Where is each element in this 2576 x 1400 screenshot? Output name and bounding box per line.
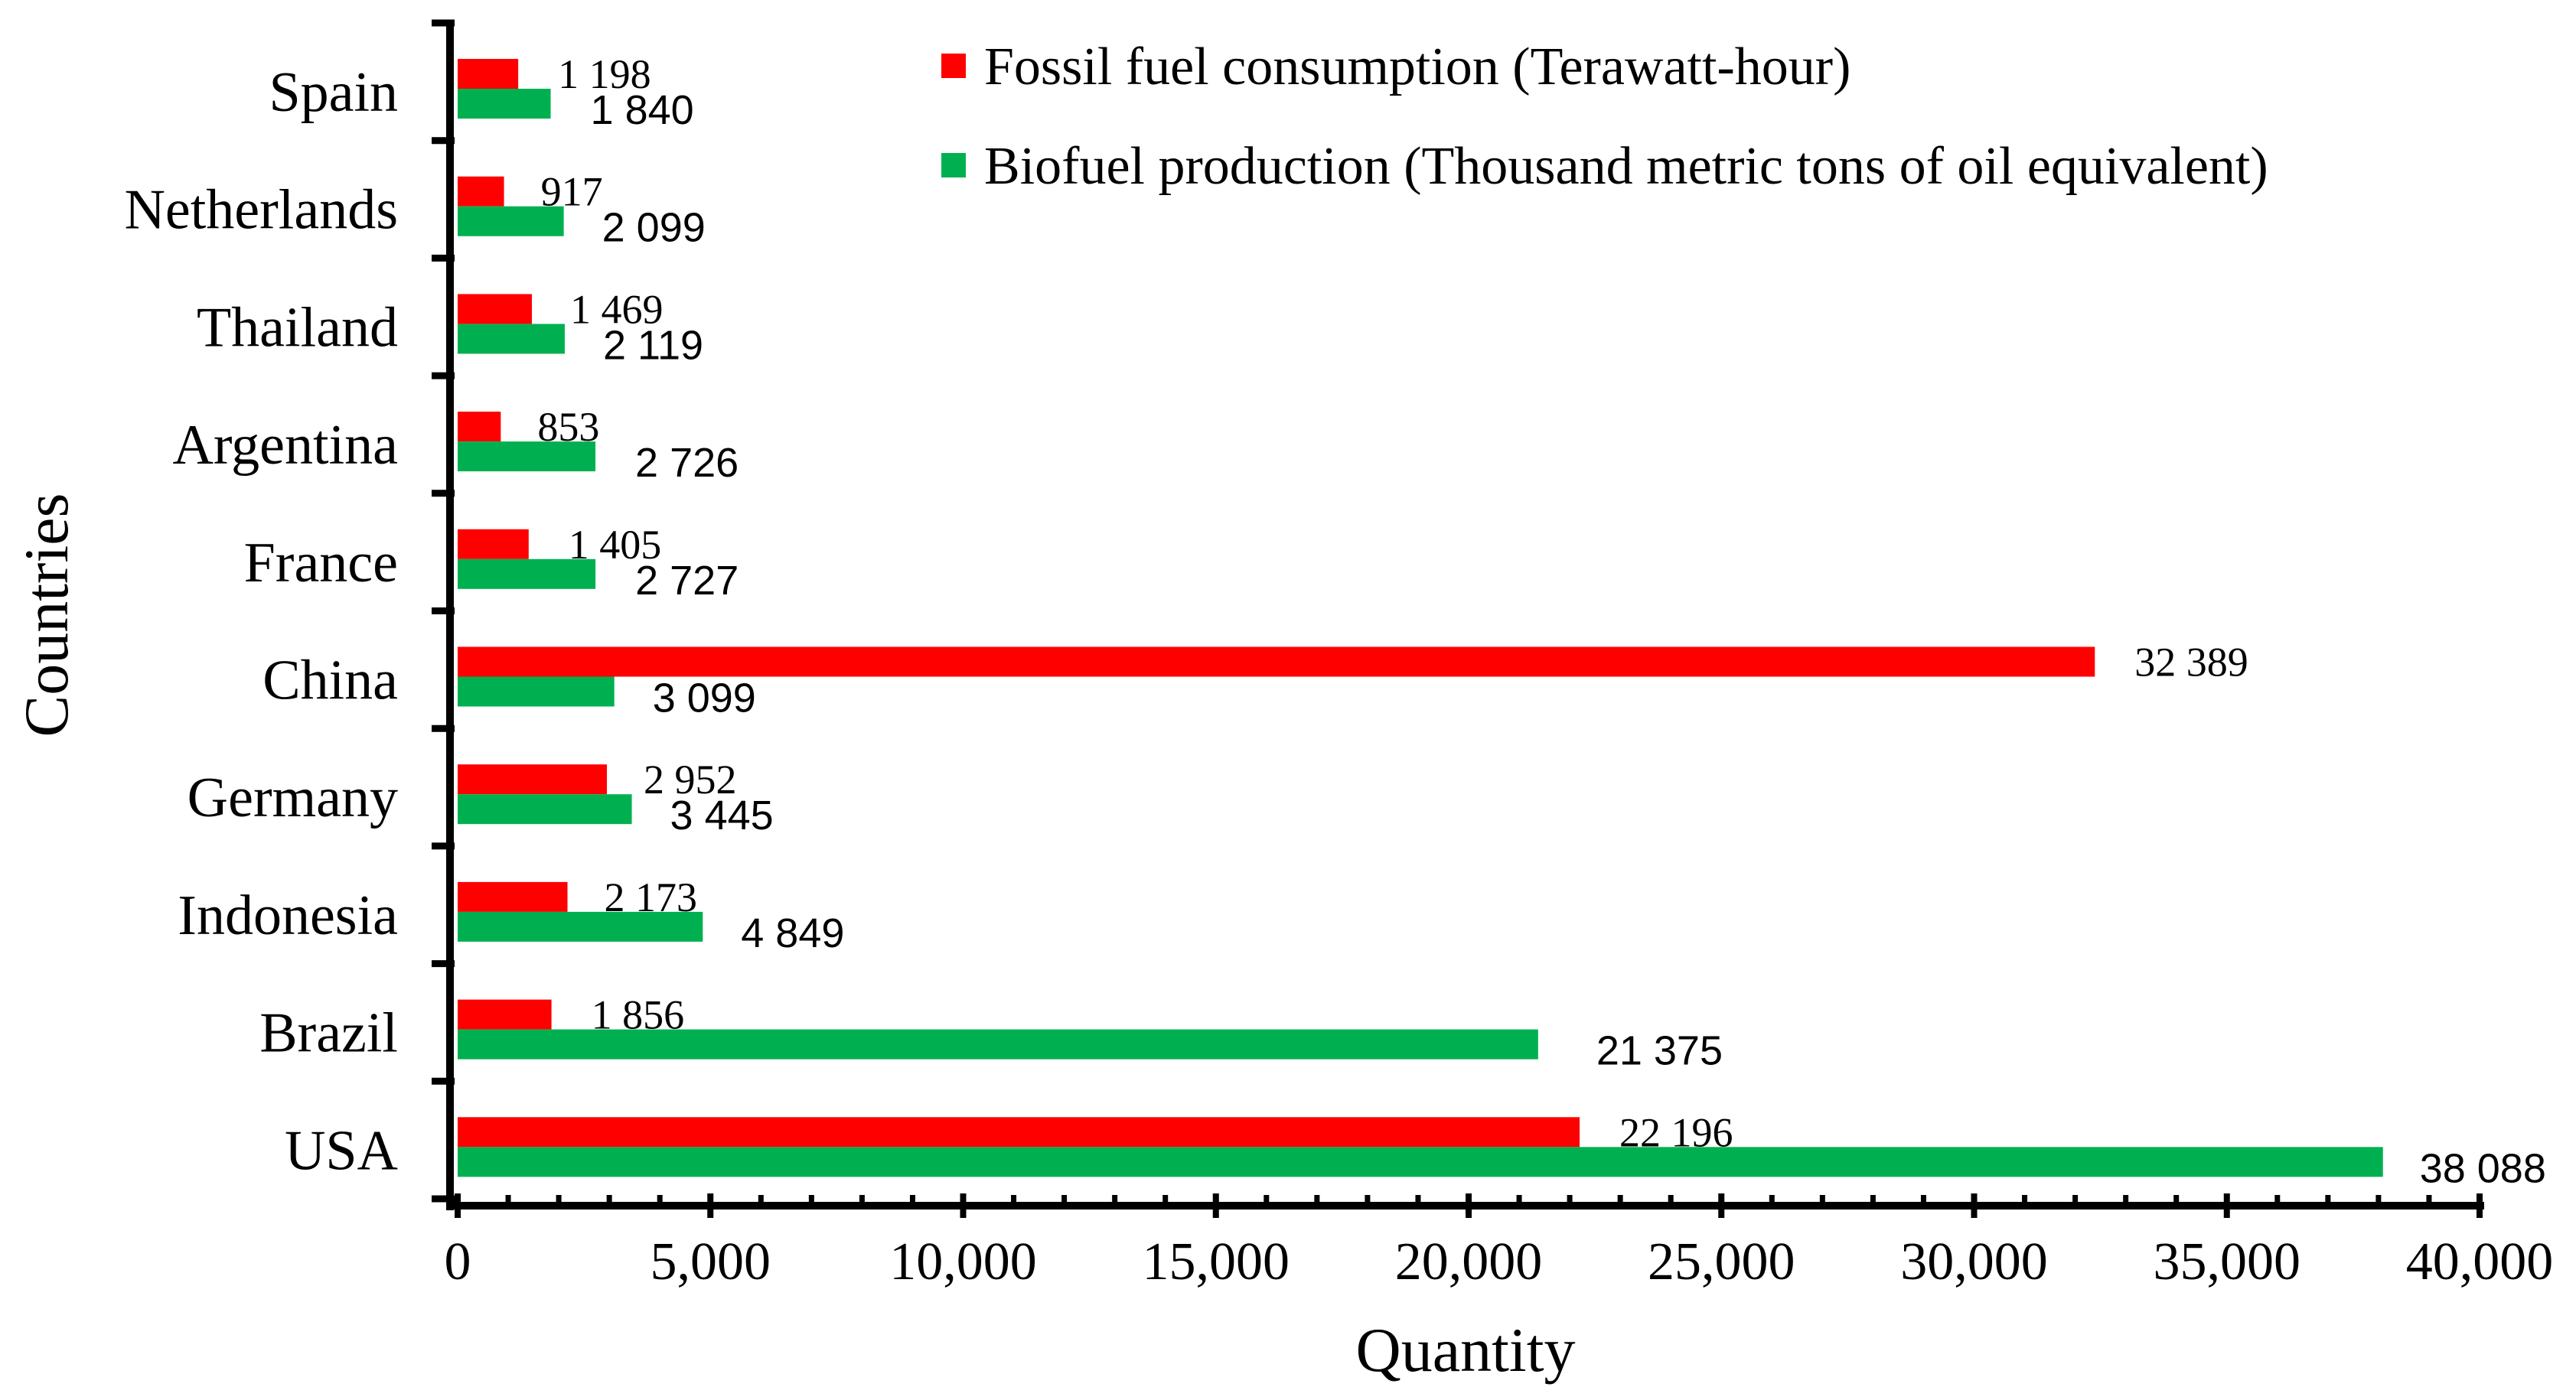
data-label-fossil-argentina: 853 bbox=[537, 404, 599, 450]
data-label-fossil-usa: 22 196 bbox=[1619, 1109, 1733, 1155]
category-labels-layer: Spain Netherlands Thailand Argentina France C… bbox=[124, 61, 398, 1182]
category-label-spain: Spain bbox=[269, 61, 398, 124]
legend-label-fossil: Fossil fuel consumption (Terawatt-hour) bbox=[984, 37, 1850, 96]
bar-biofuel-france bbox=[458, 558, 596, 589]
data-label-fossil-thailand: 1 469 bbox=[570, 286, 664, 332]
bar-fossil-usa bbox=[458, 1117, 1580, 1148]
bar-fossil-spain bbox=[458, 59, 519, 89]
data-label-biofuel-china: 3 099 bbox=[653, 676, 756, 721]
bar-fossil-brazil bbox=[458, 999, 552, 1030]
category-label-usa: USA bbox=[285, 1119, 398, 1182]
x-axis-title: Quantity bbox=[1356, 1315, 1576, 1385]
y-axis-title: Countries bbox=[11, 493, 81, 737]
x-tick-label: 25,000 bbox=[1648, 1232, 1795, 1291]
data-label-biofuel-germany: 3 445 bbox=[670, 793, 774, 838]
bars-layer bbox=[458, 59, 2383, 1177]
x-tick-label: 5,000 bbox=[651, 1232, 771, 1291]
category-label-indonesia: Indonesia bbox=[178, 884, 398, 947]
data-label-fossil-germany: 2 952 bbox=[644, 757, 737, 803]
x-tick-label: 35,000 bbox=[2154, 1232, 2301, 1291]
bar-biofuel-spain bbox=[458, 89, 551, 119]
category-label-germany: Germany bbox=[187, 767, 398, 829]
data-label-fossil-brazil: 1 856 bbox=[592, 992, 685, 1038]
x-tick-label: 40,000 bbox=[2406, 1232, 2554, 1291]
axes-layer bbox=[432, 19, 2484, 1218]
bar-fossil-netherlands bbox=[458, 176, 504, 207]
legend-swatch-biofuel bbox=[941, 153, 966, 177]
legend: Fossil fuel consumption (Terawatt-hour) … bbox=[941, 37, 2268, 196]
bar-fossil-indonesia bbox=[458, 881, 568, 912]
bar-fossil-france bbox=[458, 529, 529, 559]
bar-biofuel-china bbox=[458, 676, 615, 707]
data-label-biofuel-usa: 38 088 bbox=[2420, 1145, 2546, 1191]
data-label-fossil-spain: 1 198 bbox=[558, 51, 651, 97]
bar-biofuel-usa bbox=[458, 1147, 2383, 1177]
data-label-fossil-netherlands: 917 bbox=[541, 169, 603, 215]
x-tick-label: 20,000 bbox=[1395, 1232, 1543, 1291]
bar-biofuel-argentina bbox=[458, 441, 596, 472]
bar-fossil-thailand bbox=[458, 294, 533, 324]
bar-biofuel-netherlands bbox=[458, 206, 564, 236]
data-label-biofuel-france: 2 727 bbox=[635, 558, 739, 604]
legend-swatch-fossil bbox=[941, 54, 966, 78]
x-tick-label: 15,000 bbox=[1143, 1232, 1290, 1291]
legend-label-biofuel: Biofuel production (Thousand metric tons… bbox=[984, 137, 2268, 196]
bar-biofuel-germany bbox=[458, 794, 632, 825]
data-label-biofuel-netherlands: 2 099 bbox=[602, 205, 706, 251]
data-label-biofuel-thailand: 2 119 bbox=[603, 322, 703, 368]
bar-fossil-china bbox=[458, 646, 2095, 677]
data-label-fossil-indonesia: 2 173 bbox=[605, 874, 698, 920]
category-label-thailand: Thailand bbox=[197, 296, 398, 359]
data-label-biofuel-brazil: 21 375 bbox=[1596, 1028, 1723, 1074]
data-label-biofuel-argentina: 2 726 bbox=[635, 440, 739, 486]
data-label-fossil-france: 1 405 bbox=[569, 522, 662, 568]
data-label-biofuel-indonesia: 4 849 bbox=[741, 910, 844, 956]
bar-fossil-argentina bbox=[458, 412, 501, 442]
x-tick-label: 0 bbox=[445, 1232, 471, 1291]
x-tick-label: 10,000 bbox=[889, 1232, 1037, 1291]
data-label-biofuel-spain: 1 840 bbox=[591, 87, 694, 133]
bar-biofuel-indonesia bbox=[458, 911, 703, 942]
x-tick-label: 30,000 bbox=[1900, 1232, 2048, 1291]
data-label-fossil-china: 32 389 bbox=[2134, 640, 2248, 685]
category-label-netherlands: Netherlands bbox=[124, 179, 398, 242]
category-label-france: France bbox=[244, 532, 398, 594]
category-label-china: China bbox=[262, 650, 398, 712]
bar-biofuel-thailand bbox=[458, 324, 565, 354]
category-label-argentina: Argentina bbox=[172, 414, 398, 477]
category-label-brazil: Brazil bbox=[259, 1002, 398, 1065]
x-tick-labels-layer: 0 5,000 10,000 15,000 20,000 25,000 30,000 35,0… bbox=[445, 1232, 2554, 1291]
bar-fossil-germany bbox=[458, 764, 607, 795]
bar-biofuel-brazil bbox=[458, 1029, 1538, 1060]
